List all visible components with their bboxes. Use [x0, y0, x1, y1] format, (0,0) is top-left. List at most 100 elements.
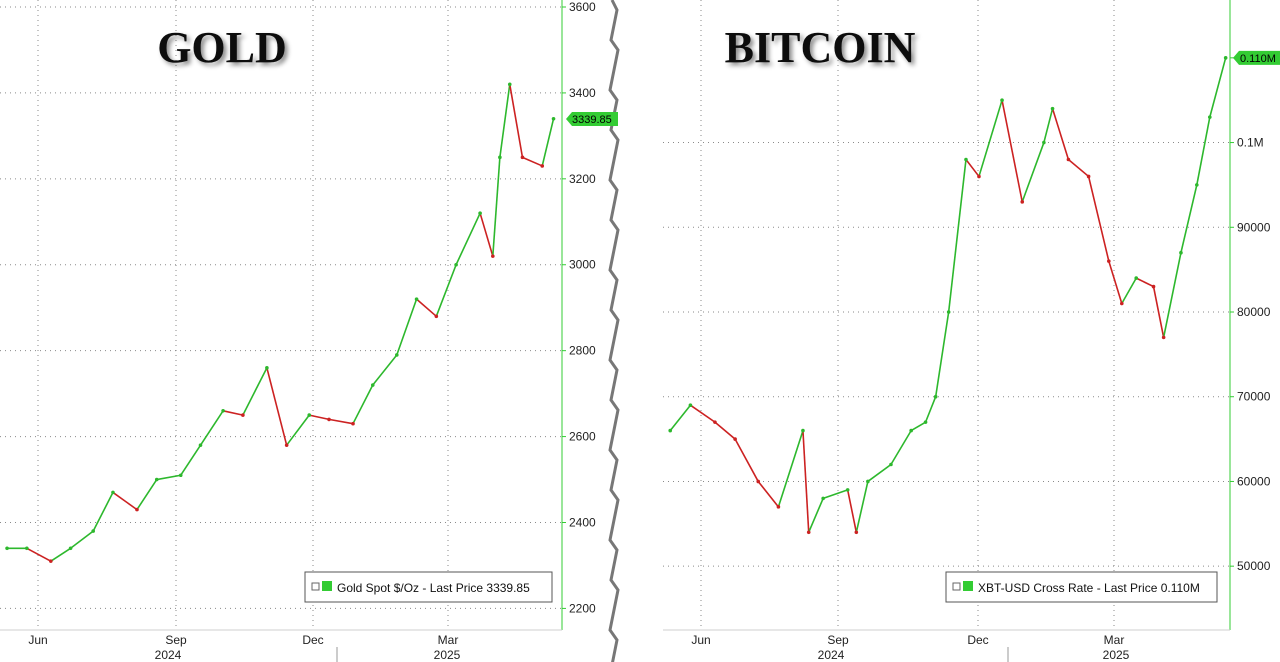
- price-point: [414, 297, 419, 301]
- price-segment: [541, 118, 555, 167]
- price-segment: [1001, 100, 1024, 203]
- y-tick-label: 2400: [569, 515, 596, 529]
- gold-chart-title: GOLD: [157, 23, 287, 72]
- price-point: [1050, 106, 1055, 111]
- price-segment: [1209, 57, 1227, 118]
- price-segment: [199, 410, 224, 446]
- price-point: [91, 529, 95, 533]
- y-tick-label: 50000: [1237, 559, 1271, 573]
- price-point: [1020, 200, 1025, 204]
- price-segment: [669, 404, 692, 432]
- price-segment: [1180, 184, 1198, 253]
- price-segment: [1087, 176, 1110, 262]
- price-point: [1000, 98, 1004, 102]
- price-segment: [309, 414, 330, 421]
- price-segment: [846, 489, 858, 533]
- price-point: [1208, 115, 1212, 119]
- price-segment: [822, 489, 848, 500]
- price-segment: [890, 430, 912, 465]
- price-point: [198, 443, 203, 447]
- price-segment: [522, 156, 543, 167]
- price-segment: [689, 404, 716, 423]
- price-segment: [1021, 142, 1045, 203]
- price-point: [964, 157, 968, 162]
- price-point: [1195, 183, 1199, 187]
- price-segment: [396, 298, 418, 356]
- price-point: [154, 477, 159, 482]
- bitcoin-chart-title: BITCOIN: [725, 23, 916, 72]
- legend-swatch-icon: [322, 581, 332, 591]
- price-segment: [855, 481, 869, 533]
- price-point: [946, 310, 951, 314]
- price-point: [68, 546, 73, 551]
- bitcoin-gridlines: [663, 0, 1230, 630]
- price-point: [551, 116, 556, 121]
- y-tick-label: 2200: [569, 601, 596, 615]
- price-segment: [479, 212, 494, 257]
- price-point: [977, 174, 981, 179]
- price-segment: [910, 421, 926, 432]
- bitcoin-x-ticks: Jun Sep Dec Mar: [691, 633, 1124, 647]
- price-point: [265, 366, 269, 370]
- year-label: 2025: [434, 648, 461, 662]
- price-point: [307, 413, 312, 417]
- price-point: [1223, 56, 1228, 60]
- price-segment: [978, 99, 1003, 177]
- price-point: [1107, 259, 1111, 263]
- price-point: [491, 254, 495, 258]
- bitcoin-last-price-text: 0.110M: [1240, 53, 1276, 65]
- price-segment: [1067, 158, 1090, 178]
- price-segment: [1152, 286, 1165, 338]
- price-segment: [50, 547, 72, 562]
- price-segment: [156, 474, 181, 481]
- bitcoin-year-labels: 2024 2025: [818, 648, 1130, 662]
- price-segment: [1043, 108, 1054, 143]
- price-point: [1151, 284, 1156, 289]
- price-segment: [1162, 252, 1182, 338]
- price-point: [327, 417, 331, 422]
- price-point: [507, 82, 512, 87]
- price-segment: [924, 396, 937, 423]
- gold-last-price-text: 3339.85: [572, 114, 612, 126]
- gold-chart-panel: 3600 3400 3200 3000 2800 2600 2400 2200 Jun Sep D…: [0, 0, 618, 662]
- price-segment: [777, 430, 804, 508]
- gold-year-labels: 2024 2025: [155, 648, 461, 662]
- price-segment: [136, 479, 158, 511]
- legend-swatch-icon: [963, 581, 973, 591]
- price-segment: [757, 480, 780, 508]
- price-point: [5, 546, 9, 551]
- price-point: [933, 394, 938, 399]
- year-label: 2025: [1103, 648, 1130, 662]
- gold-last-price-tag: 3339.85: [566, 112, 618, 126]
- price-point: [1134, 276, 1139, 280]
- gold-legend: Gold Spot $/Oz - Last Price 3339.85: [304, 571, 553, 603]
- price-segment: [242, 367, 268, 416]
- price-point: [111, 490, 115, 495]
- x-tick-label: Mar: [1104, 633, 1125, 647]
- price-point: [478, 211, 482, 215]
- price-point: [889, 462, 893, 467]
- price-segment: [492, 157, 501, 257]
- price-segment: [1108, 260, 1123, 304]
- price-point: [668, 428, 673, 433]
- gold-gridlines: [0, 0, 562, 630]
- bitcoin-price-series: [668, 56, 1228, 535]
- x-tick-label: Dec: [967, 633, 988, 647]
- price-point: [135, 507, 139, 512]
- x-tick-label: Jun: [28, 633, 47, 647]
- y-tick-label: 0.1M: [1237, 136, 1264, 150]
- bitcoin-legend-label: XBT-USD Cross Rate - Last Price 0.110M: [978, 581, 1200, 595]
- x-tick-label: Jun: [691, 633, 710, 647]
- price-segment: [714, 421, 736, 440]
- x-tick-label: Sep: [165, 633, 187, 647]
- price-point: [1086, 174, 1091, 179]
- price-point: [733, 437, 737, 441]
- price-point: [498, 155, 502, 160]
- price-point: [854, 530, 859, 535]
- torn-divider: [608, 0, 663, 662]
- price-segment: [934, 311, 950, 397]
- price-point: [241, 413, 245, 417]
- legend-toggle-icon: [311, 582, 320, 591]
- price-point: [1042, 140, 1046, 145]
- price-point: [776, 505, 781, 509]
